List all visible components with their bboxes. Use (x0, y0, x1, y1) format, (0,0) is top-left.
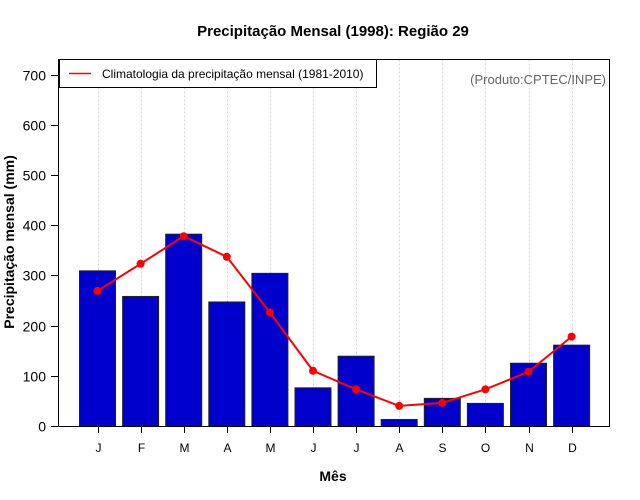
bar (122, 295, 160, 427)
climatology-point (438, 398, 447, 407)
x-tick-label: S (438, 441, 446, 455)
climatology-line (96, 235, 573, 407)
climatology-point (309, 366, 317, 375)
bar-series (79, 233, 591, 427)
climatology-point (352, 385, 361, 394)
legend-label: Climatologia da precipitação mensal (198… (102, 67, 363, 81)
climatology-point (395, 401, 404, 410)
x-tick-label: A (395, 441, 403, 455)
bar (251, 272, 289, 427)
climatology-point (136, 259, 145, 268)
y-tick-label: 400 (23, 218, 47, 234)
bar (294, 387, 332, 427)
x-tick-label: M (266, 441, 276, 455)
legend: Climatologia da precipitação mensal (198… (59, 59, 377, 88)
climatology-point (93, 286, 102, 295)
x-tick-label: D (568, 441, 577, 455)
x-tick-label: J (96, 441, 102, 455)
climatology-point (222, 252, 231, 261)
climatology-point (265, 308, 274, 317)
y-tick-label: 200 (23, 319, 47, 335)
x-tick-label: N (525, 441, 534, 455)
y-tick-label: 500 (23, 168, 47, 184)
x-tick-label: J (354, 441, 360, 455)
y-tick-label: 100 (23, 369, 47, 385)
climatology-point (179, 232, 188, 241)
chart-title: Precipitação Mensal (1998): Região 29 (197, 23, 469, 40)
bar (165, 233, 203, 427)
y-axis: 0 100 200 300 400 500 600 700 (23, 68, 59, 435)
bar (380, 418, 418, 427)
x-tick-label: A (223, 441, 231, 455)
bar (553, 344, 591, 427)
y-axis-title: Precipitação mensal (mm) (1, 155, 17, 329)
bar (466, 402, 504, 427)
climatology-point (524, 367, 533, 376)
x-tick-label: M (180, 441, 190, 455)
climatology-point (567, 332, 576, 341)
x-tick-label: F (138, 441, 145, 455)
legend-box (59, 59, 377, 88)
x-tick-label: J (311, 441, 317, 455)
bar (208, 301, 246, 427)
y-tick-label: 300 (23, 268, 47, 284)
climatology-point (481, 385, 490, 394)
y-tick-label: 700 (23, 68, 47, 84)
x-axis-title: Mês (319, 468, 346, 484)
bar (337, 355, 375, 427)
x-tick-label: O (481, 441, 490, 455)
bar (79, 270, 116, 427)
credit-annotation: (Produto:CPTEC/INPE) (470, 72, 606, 87)
climatology-series (93, 232, 576, 410)
y-tick-label: 600 (23, 118, 47, 134)
y-tick-label: 0 (38, 419, 46, 435)
